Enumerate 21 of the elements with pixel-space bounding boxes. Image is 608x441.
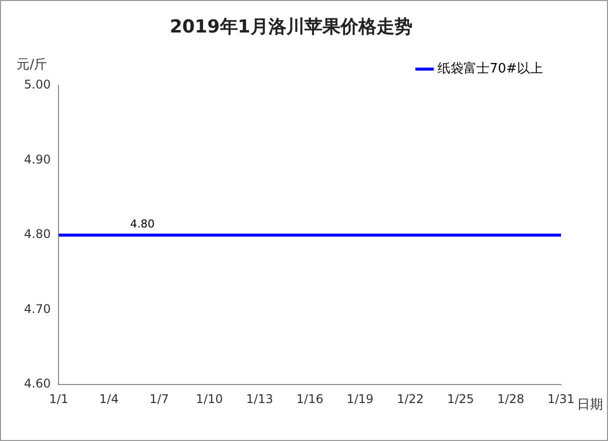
- x-tick-label: 1/25: [447, 392, 474, 406]
- x-tick-label: 1/19: [346, 392, 374, 406]
- y-tick-label: 4.70: [24, 302, 51, 316]
- x-tick-label: 1/10: [196, 392, 223, 406]
- x-tick-label: 1/7: [150, 392, 169, 406]
- y-tick-label: 5.00: [24, 78, 51, 92]
- y-tick-label: 4.90: [24, 152, 51, 166]
- legend-label: 纸袋富士70#以上: [438, 60, 544, 76]
- x-tick-label: 1/1: [49, 392, 68, 406]
- x-tick-label: 1/16: [296, 392, 324, 406]
- y-tick-label: 4.60: [24, 376, 51, 391]
- x-tick-label: 1/31: [548, 392, 574, 406]
- x-tick-label: 1/13: [246, 392, 274, 406]
- y-tick-label: 4.80: [24, 227, 51, 242]
- x-tick-label: 1/28: [497, 392, 524, 406]
- chart-title: 2019年1月洛川苹果价格走势: [170, 16, 412, 38]
- y-axis-title: 元/斤: [16, 57, 48, 72]
- x-tick-label: 1/4: [99, 392, 119, 406]
- x-axis-title: 日期: [577, 397, 603, 412]
- x-tick-label: 1/22: [396, 392, 424, 406]
- data-label: 4.80: [130, 217, 155, 230]
